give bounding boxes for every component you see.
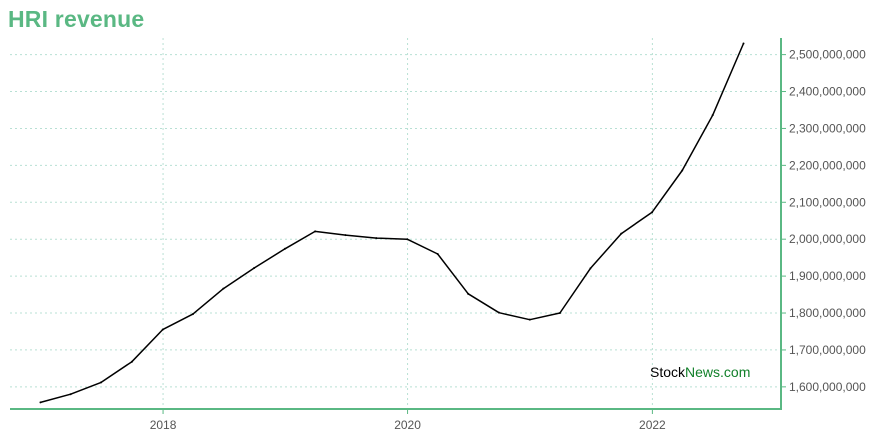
- data-point: [559, 312, 561, 314]
- y-tick-label: 1,700,000,000: [789, 343, 866, 357]
- data-point: [375, 237, 377, 239]
- y-tick-label: 2,300,000,000: [789, 121, 866, 135]
- data-point: [345, 234, 347, 236]
- data-point: [39, 401, 41, 403]
- y-tick-label: 1,800,000,000: [789, 306, 866, 320]
- y-tick-label: 1,600,000,000: [789, 380, 866, 394]
- x-tick-label: 2022: [639, 418, 666, 432]
- data-point: [651, 211, 653, 213]
- x-axis: 2018 2020 2022: [10, 409, 782, 432]
- revenue-series-line: [41, 44, 744, 403]
- y-tick-label: 2,400,000,000: [789, 85, 866, 99]
- x-tick-label: 2018: [150, 418, 177, 432]
- data-point: [192, 313, 194, 315]
- data-point: [742, 43, 744, 45]
- data-point: [529, 319, 531, 321]
- y-axis: 1,600,000,000 1,700,000,000 1,800,000,000 1…: [781, 38, 866, 410]
- y-tick-label: 1,900,000,000: [789, 269, 866, 283]
- y-tick-label: 2,100,000,000: [789, 195, 866, 209]
- data-point: [712, 114, 714, 116]
- x-tick-label: 2020: [394, 418, 421, 432]
- y-tick-label: 2,500,000,000: [789, 48, 866, 62]
- data-point: [284, 248, 286, 250]
- data-point: [131, 361, 133, 363]
- data-point: [589, 267, 591, 269]
- data-point: [222, 288, 224, 290]
- y-tick-label: 2,000,000,000: [789, 232, 866, 246]
- data-point: [314, 230, 316, 232]
- watermark-part-stock: Stock: [650, 364, 685, 380]
- data-point: [437, 253, 439, 255]
- data-point: [498, 312, 500, 314]
- data-point: [620, 233, 622, 235]
- watermark-part-news: News.com: [685, 364, 750, 380]
- data-point: [406, 238, 408, 240]
- data-point: [70, 393, 72, 395]
- series-group: [39, 43, 744, 404]
- data-point: [467, 293, 469, 295]
- data-point: [162, 329, 164, 331]
- y-tick-label: 2,200,000,000: [789, 158, 866, 172]
- data-point: [253, 267, 255, 269]
- data-point: [681, 170, 683, 172]
- grid-lines: [10, 38, 781, 409]
- watermark: StockNews.com: [650, 364, 750, 380]
- data-point: [100, 381, 102, 383]
